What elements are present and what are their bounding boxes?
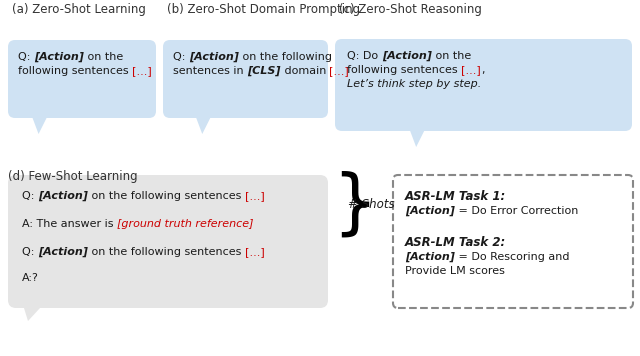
- Text: on the following sentences: on the following sentences: [88, 191, 244, 201]
- Text: [...]: [...]: [330, 66, 349, 76]
- Text: [Action]: [Action]: [38, 247, 88, 257]
- Text: domain: domain: [280, 66, 330, 76]
- Text: Q:: Q:: [22, 247, 38, 257]
- Text: [Action]: [Action]: [405, 252, 455, 262]
- FancyBboxPatch shape: [335, 39, 632, 131]
- Text: [Action]: [Action]: [189, 52, 239, 62]
- Text: [Action]: [Action]: [405, 206, 455, 216]
- Text: (d) Few-Shot Learning: (d) Few-Shot Learning: [8, 170, 138, 183]
- Text: ASR-LM Task 1:: ASR-LM Task 1:: [405, 190, 506, 203]
- Polygon shape: [24, 308, 40, 321]
- Text: Let’s think step by step.: Let’s think step by step.: [347, 79, 481, 89]
- Text: Q:: Q:: [18, 52, 34, 62]
- Text: ASR-LM Task 2:: ASR-LM Task 2:: [405, 236, 506, 249]
- FancyBboxPatch shape: [163, 40, 328, 118]
- Text: [Action]: [Action]: [34, 52, 84, 62]
- FancyBboxPatch shape: [8, 40, 156, 118]
- Text: [ground truth reference]: [ground truth reference]: [117, 219, 253, 229]
- Text: ,: ,: [481, 65, 484, 75]
- Text: [...]: [...]: [244, 247, 264, 257]
- Text: Q:: Q:: [173, 52, 189, 62]
- Text: sentences in: sentences in: [173, 66, 247, 76]
- Text: [Action]: [Action]: [381, 51, 431, 61]
- Text: Q:: Q:: [22, 191, 38, 201]
- Text: [CLS]: [CLS]: [247, 66, 280, 76]
- Text: = Do Rescoring and: = Do Rescoring and: [455, 252, 570, 262]
- FancyBboxPatch shape: [393, 175, 633, 308]
- Text: # Shots: # Shots: [348, 199, 395, 211]
- Polygon shape: [410, 131, 424, 147]
- Text: [...]: [...]: [244, 191, 264, 201]
- Text: [...]: [...]: [461, 65, 481, 75]
- Text: on the: on the: [431, 51, 471, 61]
- Polygon shape: [33, 118, 47, 134]
- Text: Provide LM scores: Provide LM scores: [405, 266, 505, 276]
- Text: on the following sentences: on the following sentences: [88, 247, 244, 257]
- Text: A:?: A:?: [22, 273, 39, 283]
- FancyBboxPatch shape: [8, 175, 328, 308]
- Text: following sentences: following sentences: [18, 66, 132, 76]
- Text: following sentences: following sentences: [347, 65, 461, 75]
- Text: = Do Error Correction: = Do Error Correction: [455, 206, 579, 216]
- Text: on the following: on the following: [239, 52, 332, 62]
- Text: (a) Zero-Shot Learning: (a) Zero-Shot Learning: [12, 3, 146, 16]
- Text: [...]: [...]: [132, 66, 152, 76]
- Text: [Action]: [Action]: [38, 191, 88, 201]
- Text: on the: on the: [84, 52, 123, 62]
- Text: Q: Do: Q: Do: [347, 51, 381, 61]
- Text: (c) Zero-Shot Reasoning: (c) Zero-Shot Reasoning: [339, 3, 482, 16]
- Text: A: The answer is: A: The answer is: [22, 219, 117, 229]
- Polygon shape: [196, 118, 211, 134]
- Text: }: }: [332, 171, 377, 240]
- Text: (b) Zero-Shot Domain Prompting: (b) Zero-Shot Domain Prompting: [167, 3, 360, 16]
